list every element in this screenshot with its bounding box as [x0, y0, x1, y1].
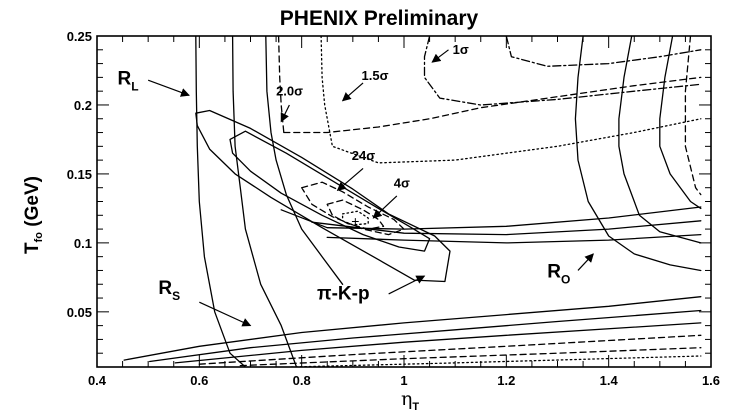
contour-line-19 [423, 36, 702, 106]
contour-loop-23 [301, 181, 405, 236]
annotations: RL RS RO π-K-p 24σ 4σ 2.0σ 1.5σ 1σ [117, 42, 594, 327]
x-tick-label: 1.2 [497, 373, 515, 388]
y-tick-label: 0.1 [74, 236, 92, 251]
annotation-s15: 1.5σ [362, 68, 389, 83]
contour-line-14 [659, 36, 702, 210]
annotation-arrow-rs [199, 301, 252, 327]
x-axis-ticks: 0.4 0.6 0.8 1 1.2 1.4 1.6 [88, 36, 720, 388]
annotation-rs: RS [158, 278, 180, 303]
contour-line-12 [574, 36, 702, 272]
contour-line-15 [684, 36, 702, 196]
contour-loop-25 [341, 210, 369, 226]
annotation-arrow-ro [577, 253, 594, 271]
y-axis-ticks: 0.05 0.1 0.15 0.2 0.25 [67, 29, 711, 368]
contour-loop-21 [195, 109, 451, 283]
contour-lines: + [123, 36, 702, 367]
annotation-s1: 1σ [453, 42, 469, 57]
annotation-arrow-s1 [431, 49, 449, 63]
contour-line-2 [174, 322, 702, 364]
contour-line-6 [195, 36, 247, 367]
contour-loop-22 [229, 130, 431, 252]
contour-line-13 [618, 36, 702, 244]
x-tick-label: 0.8 [293, 373, 311, 388]
annotation-pikp: π-K-p [317, 283, 370, 304]
y-tick-label: 0.15 [67, 167, 92, 182]
x-axis-label: ηT [401, 388, 419, 413]
x-tick-label: 1.6 [702, 373, 720, 388]
contour-line-11 [326, 233, 702, 244]
contour-line-18 [320, 36, 702, 164]
contour-line-9 [280, 206, 702, 230]
contour-line-3 [198, 334, 702, 365]
contour-line-10 [311, 220, 702, 236]
y-tick-label: 0.05 [67, 305, 92, 320]
contour-line-7 [231, 36, 298, 367]
contour-line-1 [149, 309, 702, 363]
annotation-s20: 2.0σ [276, 83, 303, 98]
contour-loop-24 [326, 199, 385, 230]
annotation-s24: 24σ [352, 148, 375, 163]
contour-line-5 [290, 355, 702, 367]
annotation-arrow-pikp [388, 275, 426, 295]
annotation-arrow-s4 [372, 195, 398, 219]
annotation-arrow-s15 [341, 82, 364, 102]
x-tick-label: 0.4 [88, 373, 107, 388]
contour-line-0 [123, 296, 702, 361]
contour-line-20 [505, 36, 702, 67]
annotation-ro: RO [547, 261, 570, 286]
y-tick-label: 0.25 [67, 29, 92, 44]
best-fit-marker: + [351, 213, 359, 229]
annotation-s4: 4σ [394, 176, 410, 191]
y-tick-label: 0.2 [74, 98, 92, 113]
annotation-arrow-s24 [336, 167, 364, 192]
annotation-rl: RL [117, 68, 138, 93]
annotation-arrow-rl [147, 79, 190, 97]
annotation-arrow-s20 [280, 104, 290, 123]
x-tick-label: 1.4 [600, 373, 619, 388]
x-tick-label: 0.6 [190, 373, 208, 388]
y-axis-label: Tfo (GeV) [22, 176, 45, 254]
x-tick-label: 1 [400, 373, 407, 388]
contour-line-4 [239, 347, 702, 367]
contour-line-8 [265, 36, 344, 285]
contour-line-17 [283, 76, 702, 134]
chart-title: PHENIX Preliminary [280, 7, 479, 30]
